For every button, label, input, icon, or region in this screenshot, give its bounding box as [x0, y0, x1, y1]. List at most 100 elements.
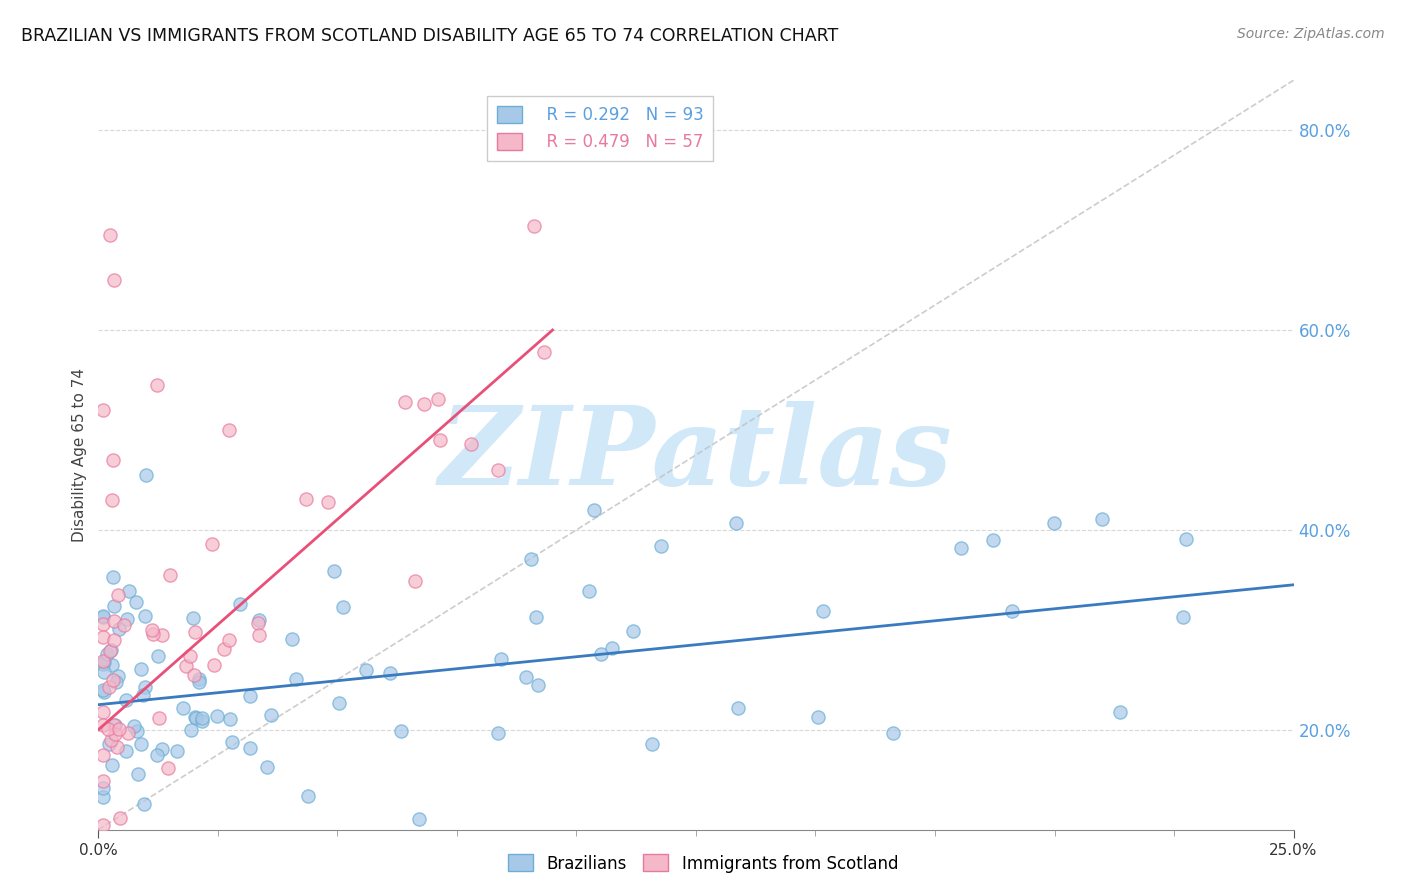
Point [146, 378, 169, 392]
Point [91, 748, 114, 763]
Point [218, 423, 240, 437]
Point [413, 397, 436, 411]
Point [389, 723, 412, 738]
Point [281, 632, 304, 646]
Point [132, 688, 155, 702]
Point [148, 711, 170, 725]
Point [146, 748, 169, 763]
Point [96, 647, 118, 661]
Point [394, 395, 416, 409]
Point [104, 718, 127, 732]
Point [183, 668, 205, 682]
Point [159, 568, 181, 582]
Point [101, 757, 124, 772]
Point [93, 655, 115, 669]
Point [107, 623, 129, 637]
Point [125, 724, 148, 739]
Point [246, 616, 269, 631]
Point [152, 742, 174, 756]
Point [101, 569, 124, 583]
Point [520, 552, 543, 566]
Point [142, 627, 165, 641]
Point [129, 738, 152, 752]
Point [429, 433, 451, 447]
Point [103, 599, 125, 613]
Point [1173, 609, 1195, 624]
Point [187, 672, 209, 686]
Point [181, 611, 204, 625]
Point [578, 583, 600, 598]
Point [600, 640, 623, 655]
Point [91, 630, 114, 644]
Point [650, 539, 672, 553]
Point [882, 726, 904, 740]
Point [107, 669, 129, 683]
Point [172, 701, 194, 715]
Point [725, 516, 748, 531]
Point [156, 761, 179, 775]
Point [103, 673, 125, 688]
Point [523, 219, 546, 233]
Point [285, 672, 308, 686]
Text: ZIPatlas: ZIPatlas [439, 401, 953, 508]
Point [218, 712, 240, 726]
Point [91, 781, 114, 796]
Point [533, 344, 555, 359]
Point [190, 714, 212, 728]
Point [98, 228, 121, 243]
Point [91, 682, 114, 697]
Point [98, 643, 121, 657]
Point [256, 760, 278, 774]
Point [91, 817, 114, 831]
Point [184, 624, 207, 639]
Point [91, 608, 114, 623]
Point [247, 628, 270, 642]
Point [103, 717, 125, 731]
Y-axis label: Disability Age 65 to 74: Disability Age 65 to 74 [72, 368, 87, 542]
Point [950, 541, 973, 555]
Point [134, 797, 156, 811]
Point [118, 583, 141, 598]
Point [93, 685, 115, 699]
Point [202, 657, 225, 672]
Point [97, 680, 120, 694]
Point [103, 453, 125, 467]
Point [91, 403, 114, 417]
Point [112, 618, 135, 632]
Point [188, 674, 211, 689]
Point [297, 789, 319, 804]
Point [1175, 532, 1198, 546]
Point [91, 657, 114, 671]
Point [247, 613, 270, 627]
Point [91, 717, 114, 731]
Point [813, 604, 835, 618]
Point [117, 611, 139, 625]
Point [1090, 512, 1112, 526]
Legend: Brazilians, Immigrants from Scotland: Brazilians, Immigrants from Scotland [501, 847, 905, 880]
Point [124, 719, 146, 733]
Point [408, 812, 430, 826]
Point [180, 723, 202, 737]
Point [100, 643, 122, 657]
Point [190, 711, 212, 725]
Point [108, 723, 131, 737]
Point [105, 675, 128, 690]
Text: Source: ZipAtlas.com: Source: ZipAtlas.com [1237, 27, 1385, 41]
Point [1000, 604, 1022, 618]
Point [316, 495, 339, 509]
Point [105, 740, 128, 755]
Point [727, 701, 749, 715]
Point [141, 623, 163, 637]
Point [426, 392, 449, 406]
Point [114, 693, 136, 707]
Point [117, 725, 139, 739]
Point [621, 624, 644, 638]
Point [91, 654, 114, 668]
Point [221, 735, 243, 749]
Point [486, 726, 509, 740]
Point [91, 617, 114, 632]
Point [91, 609, 114, 624]
Point [981, 533, 1004, 547]
Point [97, 738, 120, 752]
Point [91, 789, 114, 804]
